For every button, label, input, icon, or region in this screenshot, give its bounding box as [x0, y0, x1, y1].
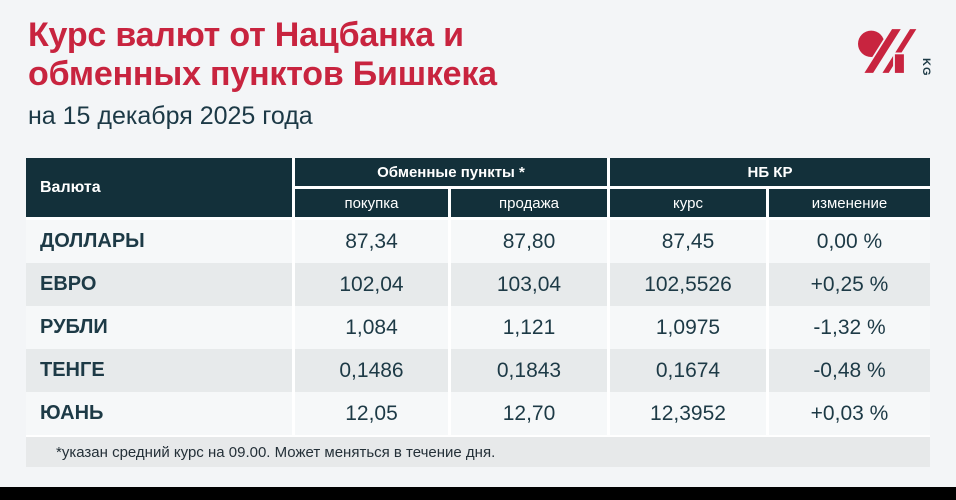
- header-group-exchange-offices: Обменные пункты *: [295, 158, 607, 186]
- buy-value-cell: 1,084: [295, 306, 448, 349]
- table-body: ДОЛЛАРЫ 87,34 87,80 87,45 0,00 % ЕВРО 10…: [26, 220, 930, 435]
- rate-value-cell: 102,5526: [610, 263, 766, 306]
- bottom-black-bar: [0, 487, 956, 500]
- sell-value-cell: 12,70: [451, 392, 607, 435]
- buy-value-cell: 87,34: [295, 220, 448, 263]
- logo-24-icon: [858, 28, 918, 74]
- header-cell-currency: Валюта: [26, 158, 292, 217]
- page-title: Курс валют от Нацбанка и обменных пункто…: [28, 16, 497, 94]
- page-title-line-2: обменных пунктов Бишкека: [28, 55, 497, 93]
- table-header: Валюта Обменные пункты * НБ КР покупка п…: [26, 158, 930, 217]
- change-value-cell: 0,00 %: [769, 220, 930, 263]
- page-title-line-1: Курс валют от Нацбанка и: [28, 16, 464, 54]
- rate-value-cell: 87,45: [610, 220, 766, 263]
- page-subtitle: на 15 декабря 2025 года: [28, 102, 313, 130]
- logo-kg-text: KG: [920, 57, 932, 77]
- buy-value-cell: 0,1486: [295, 349, 448, 392]
- currency-name-cell: ДОЛЛАРЫ: [26, 220, 292, 263]
- sell-value-cell: 0,1843: [451, 349, 607, 392]
- currency-name-cell: ЕВРО: [26, 263, 292, 306]
- header-cell-change: изменение: [769, 189, 930, 217]
- footnote-bar: *указан средний курс на 09.00. Может мен…: [26, 437, 930, 467]
- change-value-cell: +0,25 %: [769, 263, 930, 306]
- header-cell-rate: курс: [610, 189, 766, 217]
- rate-value-cell: 0,1674: [610, 349, 766, 392]
- buy-value-cell: 12,05: [295, 392, 448, 435]
- brand-logo: KG: [858, 28, 932, 78]
- sell-value-cell: 87,80: [451, 220, 607, 263]
- header-group-national-bank: НБ КР: [610, 158, 930, 186]
- header-cell-buy: покупка: [295, 189, 448, 217]
- buy-value-cell: 102,04: [295, 263, 448, 306]
- footnote-text: *указан средний курс на 09.00. Может мен…: [56, 443, 496, 461]
- sell-value-cell: 103,04: [451, 263, 607, 306]
- change-value-cell: +0,03 %: [769, 392, 930, 435]
- sell-value-cell: 1,121: [451, 306, 607, 349]
- currency-name-cell: ТЕНГЕ: [26, 349, 292, 392]
- header-cell-sell: продажа: [451, 189, 607, 217]
- currency-name-cell: РУБЛИ: [26, 306, 292, 349]
- change-value-cell: -0,48 %: [769, 349, 930, 392]
- rate-value-cell: 1,0975: [610, 306, 766, 349]
- change-value-cell: -1,32 %: [769, 306, 930, 349]
- rates-table: Валюта Обменные пункты * НБ КР покупка п…: [26, 158, 930, 467]
- currency-name-cell: ЮАНЬ: [26, 392, 292, 435]
- rate-value-cell: 12,3952: [610, 392, 766, 435]
